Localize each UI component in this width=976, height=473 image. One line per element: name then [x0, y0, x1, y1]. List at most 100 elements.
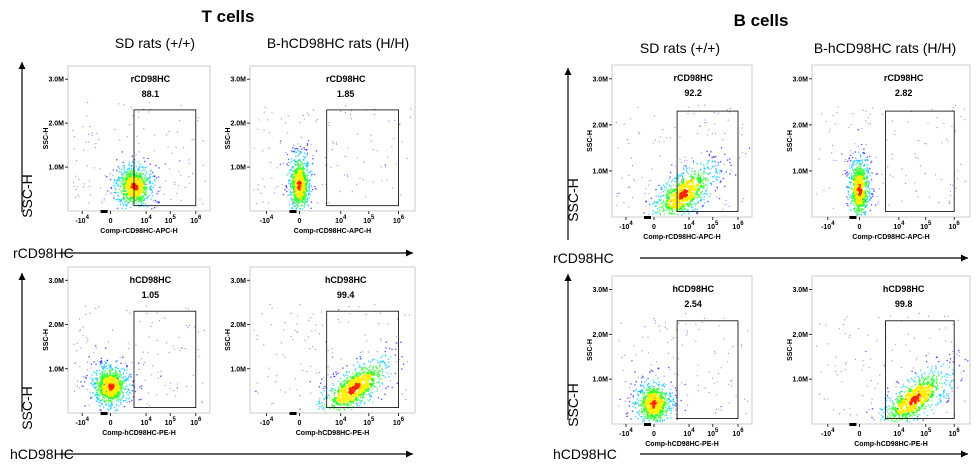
data-point	[702, 193, 704, 196]
data-point	[715, 176, 718, 179]
data-point	[149, 187, 152, 190]
x-tick-label: 105	[165, 215, 177, 225]
data-point	[364, 366, 366, 368]
data-point	[75, 196, 77, 198]
data-point	[694, 204, 697, 206]
data-point	[83, 183, 85, 185]
data-point	[378, 322, 380, 324]
data-point	[711, 160, 714, 163]
data-point	[92, 371, 95, 373]
data-point	[300, 193, 304, 197]
data-point	[157, 201, 159, 204]
data-point	[125, 204, 128, 206]
data-point	[870, 187, 872, 190]
data-point	[311, 162, 314, 165]
data-point	[828, 131, 830, 133]
data-point	[263, 186, 265, 188]
arrow-head-icon	[961, 450, 968, 458]
data-point	[674, 394, 676, 397]
row-x-axis-label: hCD98HC	[10, 446, 74, 462]
data-point	[126, 369, 128, 371]
data-point	[661, 195, 663, 197]
data-point	[631, 410, 634, 412]
data-point	[344, 394, 347, 397]
data-point	[373, 385, 375, 387]
data-point	[115, 188, 117, 191]
data-point	[122, 178, 125, 181]
data-point	[125, 185, 128, 189]
data-point	[300, 363, 302, 365]
data-point	[271, 111, 273, 114]
data-point	[302, 165, 304, 168]
data-point	[674, 203, 677, 206]
data-point	[260, 192, 262, 194]
data-point	[110, 365, 112, 368]
data-point	[299, 169, 303, 172]
data-point	[727, 119, 729, 121]
data-point	[691, 170, 693, 173]
data-point	[95, 143, 97, 145]
data-point	[97, 397, 100, 400]
data-point	[866, 195, 869, 198]
data-point	[102, 365, 105, 368]
data-point	[327, 374, 329, 376]
data-point	[96, 393, 98, 396]
data-point	[703, 202, 706, 204]
data-point	[646, 388, 648, 390]
data-point	[878, 188, 881, 190]
data-point	[867, 200, 869, 203]
data-point	[869, 199, 871, 201]
data-point	[379, 378, 382, 381]
data-point	[379, 360, 382, 363]
y-tick-label: 2.0M	[48, 121, 64, 128]
data-point	[152, 195, 154, 197]
data-point	[390, 356, 392, 358]
data-point	[123, 104, 125, 106]
data-point	[861, 170, 864, 173]
data-point	[891, 120, 894, 122]
data-point	[152, 200, 154, 202]
data-point	[722, 139, 724, 141]
data-point	[704, 192, 707, 195]
data-point	[364, 389, 368, 392]
data-point	[157, 176, 160, 178]
data-point	[652, 381, 655, 384]
data-point	[696, 211, 699, 214]
data-point	[654, 205, 657, 208]
data-point	[681, 214, 683, 216]
data-point	[915, 156, 917, 158]
data-point	[369, 361, 372, 364]
data-point	[875, 173, 878, 175]
data-point	[956, 178, 958, 180]
data-point	[146, 180, 148, 182]
data-point	[192, 172, 194, 175]
data-point	[127, 379, 129, 381]
data-point	[346, 377, 349, 379]
data-point	[149, 181, 151, 184]
data-point	[88, 141, 90, 143]
data-point	[955, 104, 957, 106]
data-point	[745, 153, 747, 155]
data-point	[318, 386, 321, 388]
data-point	[310, 207, 313, 210]
data-point	[91, 132, 93, 134]
data-point	[640, 399, 642, 402]
data-point	[680, 399, 682, 402]
x-tick-label: 106	[190, 417, 202, 427]
y-axis-small-label: SSC-H	[225, 128, 232, 150]
data-point	[170, 198, 172, 201]
data-point	[77, 380, 79, 382]
data-point	[112, 169, 115, 171]
data-point	[292, 193, 294, 196]
data-point	[119, 185, 122, 187]
data-point	[101, 386, 104, 390]
data-point	[627, 186, 629, 188]
data-point	[257, 128, 259, 130]
data-point	[341, 383, 343, 385]
data-point	[332, 352, 334, 354]
data-point	[352, 387, 354, 389]
data-point	[699, 168, 702, 171]
data-point	[853, 160, 856, 162]
data-point	[91, 134, 93, 137]
data-point	[703, 195, 705, 198]
